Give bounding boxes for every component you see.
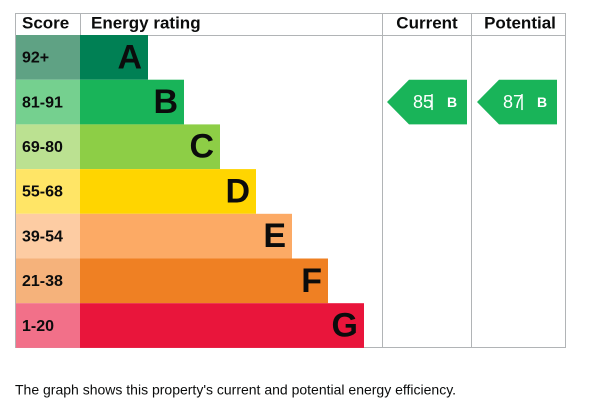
score-cell: [16, 303, 80, 348]
score-range: 1-20: [22, 318, 54, 335]
rating-bar: [80, 213, 292, 259]
score-cell: [16, 79, 80, 125]
header-energy-rating: Energy rating: [91, 13, 201, 32]
potential-arrow: [477, 79, 557, 125]
header-potential: Potential: [484, 13, 556, 32]
band-letter: F: [301, 262, 322, 300]
header-score: Score: [22, 13, 69, 32]
band-letter: B: [153, 83, 178, 121]
potential-score: 87: [503, 92, 523, 112]
score-range: 55-68: [22, 184, 63, 201]
band-letter: E: [263, 217, 286, 255]
score-range: 39-54: [22, 228, 63, 245]
rating-bar: [80, 169, 256, 214]
score-cell: [16, 258, 80, 304]
score-range: 21-38: [22, 273, 63, 290]
potential-letter: B: [537, 94, 547, 110]
current-letter: B: [447, 94, 457, 110]
header-current: Current: [396, 13, 458, 32]
current-arrow: [387, 79, 467, 125]
band-letter: A: [117, 38, 142, 76]
rating-bar: [80, 258, 328, 304]
band-letter: G: [332, 307, 358, 345]
rating-bar: [80, 35, 148, 80]
score-cell: [16, 213, 80, 259]
score-cell: [16, 169, 80, 214]
footer-note: The graph shows this property's current …: [15, 382, 456, 398]
score-cell: [16, 124, 80, 170]
score-range: 81-91: [22, 94, 63, 111]
score-range: 69-80: [22, 139, 63, 156]
band-letter: D: [225, 172, 250, 210]
rating-bar: [80, 303, 364, 348]
rating-bar: [80, 124, 220, 170]
band-letter: C: [189, 128, 214, 166]
score-cell: [16, 35, 80, 80]
current-score: 85: [413, 92, 433, 112]
rating-bar: [80, 79, 184, 125]
score-range: 92+: [22, 50, 49, 67]
